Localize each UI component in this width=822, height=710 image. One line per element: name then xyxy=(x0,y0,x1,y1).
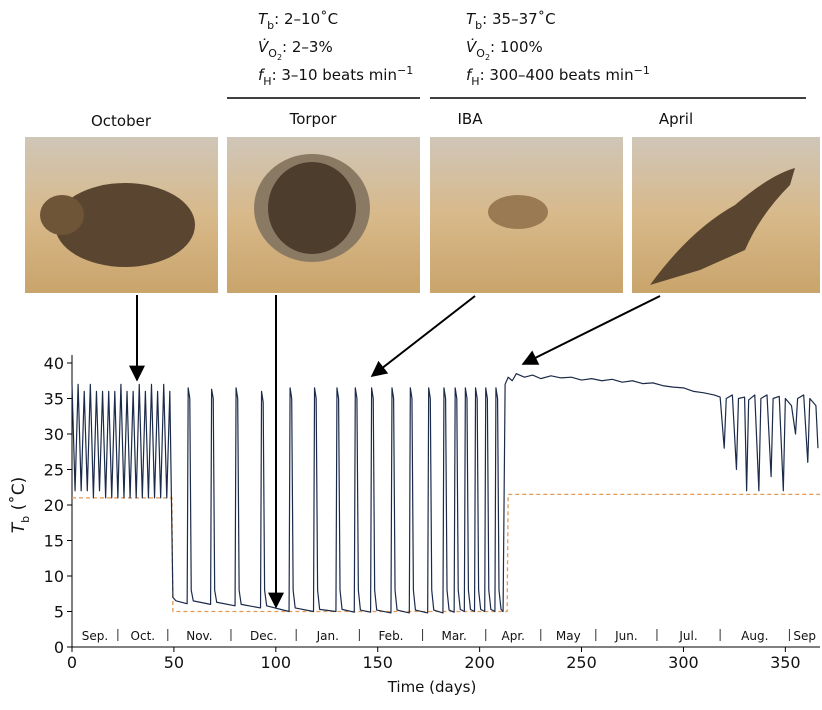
x-axis-label: Time (days) xyxy=(387,678,477,696)
arrows xyxy=(137,295,660,607)
y-tick-label: 25 xyxy=(44,461,64,480)
annotation-line: Tb: 35–37˚C xyxy=(466,10,556,32)
month-label: Nov. xyxy=(186,629,212,643)
month-label: Jun. xyxy=(614,629,638,643)
y-tick-label: 35 xyxy=(44,390,64,409)
animal xyxy=(268,162,356,254)
x-tick-label: 150 xyxy=(362,653,393,672)
month-label: Feb. xyxy=(378,629,403,643)
panel-label: October xyxy=(91,112,152,130)
y-tick-label: 10 xyxy=(44,567,64,586)
annotation-line: Tb: 2–10˚C xyxy=(258,10,338,32)
x-tick-label: 250 xyxy=(566,653,597,672)
photos xyxy=(25,137,820,293)
y-tick-label: 5 xyxy=(54,603,64,622)
animal xyxy=(488,195,548,229)
series-line xyxy=(72,374,818,613)
figure: Tb: 2–10˚C V̇O2: 2–3% fH: 3–10 beats min… xyxy=(0,0,822,706)
x-tick-label: 100 xyxy=(261,653,292,672)
annotation-line: fH: 3–10 beats min−1 xyxy=(258,64,413,88)
x-tick-label: 350 xyxy=(770,653,801,672)
x-tick-label: 300 xyxy=(668,653,699,672)
y-tick-label: 0 xyxy=(54,638,64,657)
month-label: Dec. xyxy=(250,629,277,643)
month-label: Sep. xyxy=(82,629,108,643)
month-label: Mar. xyxy=(441,629,466,643)
month-label: Jul. xyxy=(678,629,697,643)
annotation-line: fH: 300–400 beats min−1 xyxy=(466,64,650,88)
panel-label: IBA xyxy=(458,110,484,128)
month-label: Jan. xyxy=(316,629,339,643)
x-tick-label: 0 xyxy=(67,653,77,672)
month-label: Sep xyxy=(793,629,816,643)
annotation: Tb: 2–10˚C V̇O2: 2–3% fH: 3–10 beats min… xyxy=(258,10,650,88)
month-label: May xyxy=(556,629,581,643)
panel-label: April xyxy=(659,110,693,128)
x-tick-label: 50 xyxy=(164,653,184,672)
y-axis-label: Tb (˚C) xyxy=(8,477,32,533)
arrow xyxy=(523,296,660,364)
animal xyxy=(40,195,84,235)
month-label: Apr. xyxy=(502,629,525,643)
panel-label: Torpor xyxy=(289,110,338,128)
annotation-line: V̇O2: 100% xyxy=(466,37,543,62)
y-tick-label: 30 xyxy=(44,425,64,444)
month-label: Oct. xyxy=(131,629,156,643)
arrow xyxy=(372,296,475,376)
y-tick-label: 15 xyxy=(44,532,64,551)
annotation-line: V̇O2: 2–3% xyxy=(258,37,333,62)
y-tick-label: 20 xyxy=(44,496,64,515)
x-tick-label: 200 xyxy=(464,653,495,672)
y-tick-label: 40 xyxy=(44,354,64,373)
month-label: Aug. xyxy=(741,629,768,643)
